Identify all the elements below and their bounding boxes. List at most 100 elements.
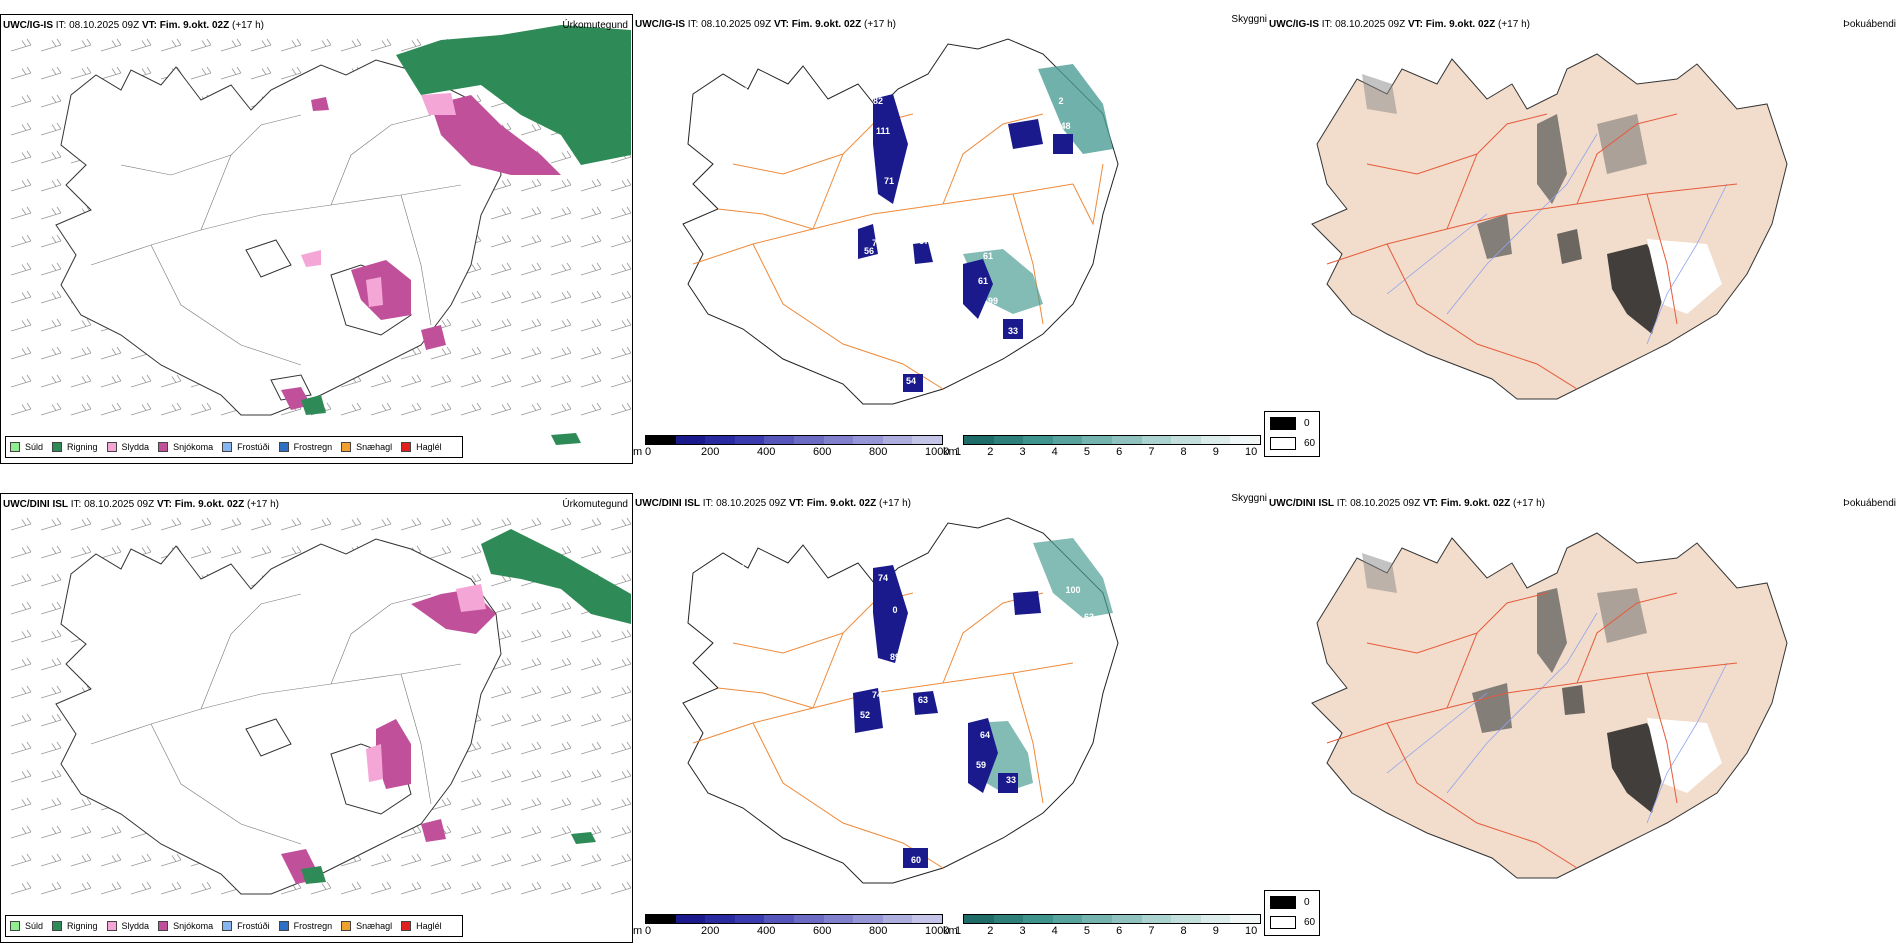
iceland-outline — [55, 538, 502, 895]
colorbar-segment — [675, 436, 706, 444]
wind-barb — [40, 234, 62, 248]
fog-legend-value: 0 — [1304, 418, 1310, 429]
low-cloud-area — [873, 94, 908, 204]
wind-barb — [520, 122, 542, 136]
wind-barb — [520, 346, 542, 360]
wind-barb — [10, 94, 32, 108]
legend-swatch — [278, 921, 289, 931]
colorbar-tick-label: 8 — [1180, 446, 1187, 458]
legend-swatch — [401, 442, 412, 452]
precip-legend-item: Súld — [10, 442, 43, 452]
wind-barb — [430, 374, 452, 388]
cloud-base-value: 89 — [890, 652, 900, 662]
low-visibility-area — [1033, 538, 1113, 618]
legend-swatch — [401, 921, 412, 931]
rain-area — [301, 395, 326, 415]
wind-barb — [100, 517, 122, 531]
cloud-base-value: 33 — [1008, 326, 1018, 336]
wind-barb — [310, 517, 332, 531]
wind-barb — [610, 178, 632, 192]
legend-label: Haglél — [416, 442, 442, 452]
fog-legend-swatch — [1270, 916, 1296, 929]
fog-medium-area — [1562, 685, 1585, 715]
fog-panel-row2: UWC/DINI ISL IT: 08.10.2025 09Z VT: Fim.… — [1267, 493, 1900, 943]
legend-label: Frostregn — [293, 442, 333, 452]
colorbar-unit: km — [943, 925, 958, 937]
wind-barb — [100, 38, 122, 52]
sleet-area — [456, 584, 486, 612]
colorbar-unit: m — [633, 446, 643, 458]
wind-barb — [490, 346, 512, 360]
wind-barb — [610, 685, 632, 699]
colorbar-tick-label: 3 — [1019, 446, 1026, 458]
legend-label: Rigning — [67, 921, 98, 931]
wind-barb — [610, 657, 632, 671]
colorbar-segment — [823, 915, 854, 923]
legend-swatch — [106, 442, 117, 452]
colorbar-segment — [734, 915, 765, 923]
wind-barb — [40, 290, 62, 304]
wind-barb — [460, 797, 482, 811]
wind-barb — [250, 38, 272, 52]
colorbar-segment — [793, 915, 824, 923]
wind-barb — [520, 685, 542, 699]
legend-label: Frostregn — [293, 921, 333, 931]
legend-swatch — [52, 442, 63, 452]
wind-barb — [580, 262, 602, 276]
wind-barb — [550, 797, 572, 811]
cloud-base-value: 74 — [872, 690, 882, 700]
wind-barb — [340, 38, 362, 52]
cloud-base-value: 6 — [742, 86, 747, 96]
colorbar-segment — [705, 436, 735, 444]
wind-barb — [10, 713, 32, 727]
wind-barb — [340, 402, 362, 416]
wind-barb — [520, 178, 542, 192]
wind-barb — [40, 573, 62, 587]
cloud-base-value: 148 — [1055, 121, 1070, 131]
wind-barb — [550, 346, 572, 360]
colorbar-segment — [1052, 915, 1083, 923]
wind-barb — [340, 517, 362, 531]
wind-barb — [190, 517, 212, 531]
wind-barb — [490, 234, 512, 248]
legend-label: Frostúði — [237, 442, 270, 452]
colorbar-tick-label: 1 — [955, 925, 962, 937]
wind-barb — [130, 881, 152, 895]
fog-medium-area — [1472, 683, 1512, 733]
cloud-base-value: 67 — [919, 236, 929, 246]
wind-barb — [10, 346, 32, 360]
wind-barb — [10, 517, 32, 531]
colorbar-tick-label: 7 — [1148, 446, 1155, 458]
wind-barb — [430, 517, 452, 531]
precip-map-row1 — [10, 25, 632, 445]
legend-label: Rigning — [67, 442, 98, 452]
wind-barb — [460, 769, 482, 783]
colorbar-segment — [1023, 436, 1053, 444]
wind-barb — [40, 122, 62, 136]
wind-barb — [70, 346, 92, 360]
cloud-base-value: 52 — [860, 710, 870, 720]
wind-barb — [580, 318, 602, 332]
cloud-base-value: 59 — [976, 760, 986, 770]
colorbar-segment — [1111, 436, 1142, 444]
sleet-area — [366, 277, 383, 307]
wind-barb — [10, 318, 32, 332]
wind-barb — [460, 374, 482, 388]
colorbar-segment — [646, 436, 676, 444]
wind-barb — [610, 881, 632, 895]
precip-panel-title: Úrkomutegund — [562, 20, 628, 31]
colorbar-segment — [764, 436, 794, 444]
precip-legend-item: Rigning — [52, 921, 98, 931]
fog-clear-area — [1647, 718, 1722, 793]
colorbar-segment — [993, 436, 1024, 444]
wind-barb — [70, 797, 92, 811]
wind-barb — [550, 402, 572, 416]
wind-barb — [610, 629, 632, 643]
wind-barb — [400, 881, 422, 895]
fog-legend-value: 60 — [1304, 917, 1316, 928]
wind-barb — [460, 346, 482, 360]
wind-barb — [520, 881, 542, 895]
wind-barb — [490, 769, 512, 783]
precip-areas — [281, 25, 631, 445]
